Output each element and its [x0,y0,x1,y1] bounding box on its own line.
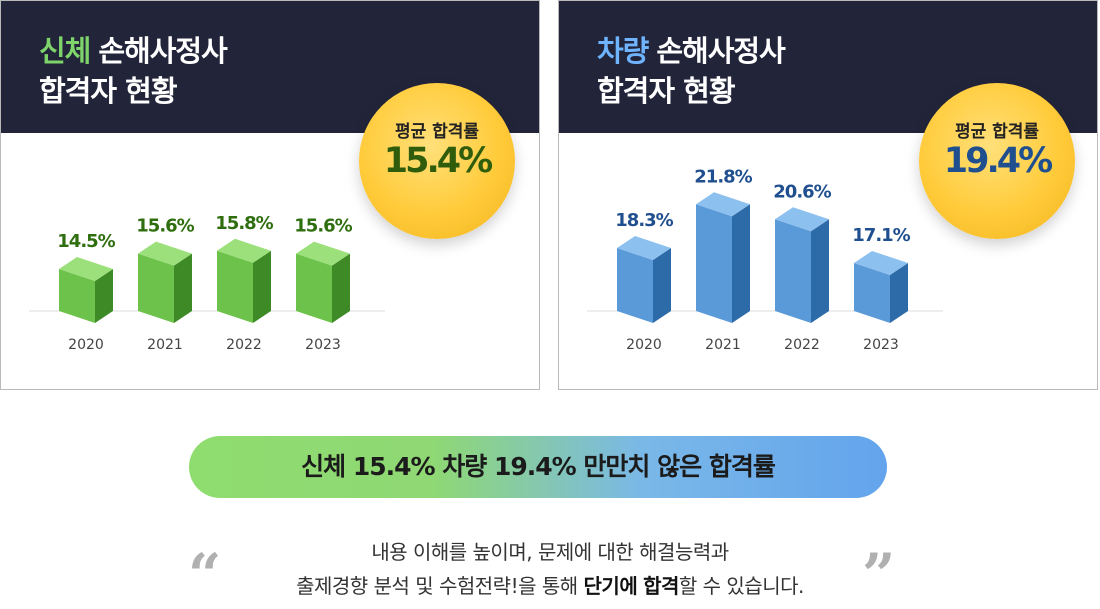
badge-label: 평균 합격률 [954,122,1040,142]
chart-bar-2020 [59,257,113,323]
bar-value-label: 15.6% [136,216,194,237]
description-emphasis: 합격 [643,574,679,598]
panel-title: 신체 손해사정사 합격자 현황 [39,31,228,111]
title-accent: 차량 [597,34,649,68]
panel-title: 차량 손해사정사 합격자 현황 [597,31,786,111]
bar-top [217,238,271,263]
chart-bar-2022 [217,238,271,323]
chart-bar-2021 [138,241,192,323]
body-insurance-panel: 신체 손해사정사 합격자 현황 14.5% 2020 15.6% 2021 15.8% 20… [0,0,540,390]
badge-value: 15.4% [383,141,493,181]
title-rest: 손해사정사 [98,34,227,68]
bar-side [890,263,908,323]
description-line-1: 내용 이해를 높이며, 문제에 대한 해결능력과 [371,540,729,564]
x-tick-label: 2022 [226,337,262,353]
bar-side [653,248,671,323]
bar-top [59,257,113,281]
description-text: 할 수 있습니다. [678,574,804,598]
bar-front [775,219,811,323]
bar-top [617,236,671,260]
bar-front [59,269,95,323]
title-rest: 손해사정사 [656,34,785,68]
bar-top [138,241,192,266]
open-quote-icon: “ [188,541,222,609]
bar-side [174,253,192,323]
bar-side [332,253,350,323]
bar-front [296,253,332,323]
body-pass-rate-chart: 14.5% 2020 15.6% 2021 15.8% 2022 15.6% 2023 [29,213,385,353]
average-badge: 평균 합격률 15.4% [359,83,515,239]
bar-value-label: 14.5% [57,231,115,252]
x-tick-label: 2023 [305,337,341,353]
bar-value-label: 21.8% [694,166,752,187]
bar-side [811,219,829,323]
chart-bar-2021 [696,192,750,323]
chart-bar-2020 [617,236,671,323]
bar-top [854,251,908,275]
bar-front [617,248,653,323]
x-tick-label: 2020 [68,337,104,353]
x-tick-label: 2023 [863,337,899,353]
close-quote-icon: ” [862,541,896,609]
panel-header: 신체 손해사정사 합격자 현황 [1,1,539,133]
x-tick-label: 2020 [626,337,662,353]
title-accent: 신체 [39,34,91,68]
bar-side [732,204,750,323]
bar-top [296,241,350,266]
bar-value-label: 15.8% [215,213,273,234]
x-tick-label: 2021 [705,337,741,353]
x-tick-label: 2021 [147,337,183,353]
vehicle-pass-rate-chart: 18.3% 2020 21.8% 2021 20.6% 2022 17.1% 2023 [587,166,943,353]
title-line2: 합격자 현황 [39,74,177,108]
x-tick-label: 2022 [784,337,820,353]
bar-top [775,207,829,232]
chart-bar-2023 [854,251,908,323]
description-emphasis: 단기에 [583,574,638,598]
bar-side [95,269,113,323]
bar-value-label: 15.6% [294,216,352,237]
bar-side [253,250,271,323]
bar-front [217,250,253,323]
summary-banner: 신체 15.4% 차량 19.4% 만만치 않은 합격률 [189,436,887,498]
description-line-2: 출제경향 분석 및 수험전략!을 통해 단기에 합격할 수 있습니다. [190,570,910,599]
chart-bar-2022 [775,207,829,323]
badge-label: 평균 합격률 [394,122,480,142]
bar-front [138,253,174,323]
bar-value-label: 17.1% [852,225,910,246]
bar-value-label: 18.3% [615,210,673,231]
title-line2: 합격자 현황 [597,74,735,108]
vehicle-insurance-panel: 차량 손해사정사 합격자 현황 18.3% 2020 21.8% 2021 20.6% 20… [558,0,1098,390]
bar-front [696,204,732,323]
bar-value-label: 20.6% [773,181,831,202]
chart-bar-2023 [296,241,350,323]
description-text: 출제경향 분석 및 수험전략!을 통해 [296,574,584,598]
average-badge: 평균 합격률 19.4% [919,83,1075,239]
bar-top [696,192,750,217]
badge-value: 19.4% [943,141,1053,181]
bar-front [854,263,890,323]
